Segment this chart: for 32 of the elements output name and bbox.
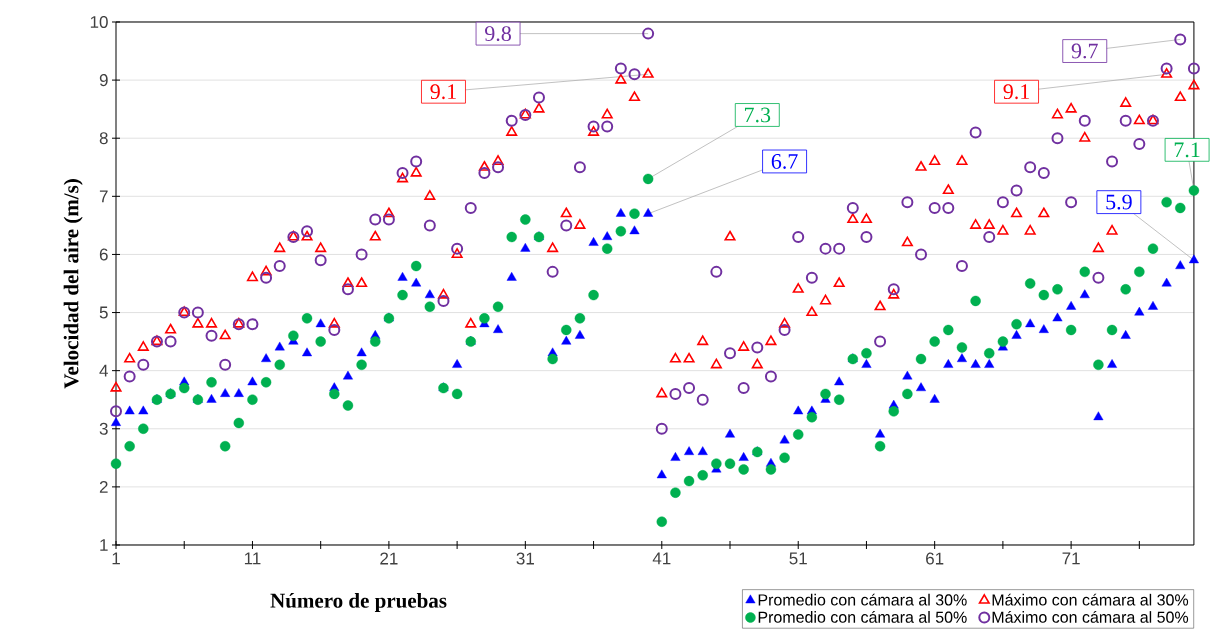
y-axis-title: Velocidad del aire (m/s) (63, 179, 83, 389)
y-tick-label: 8 (99, 132, 108, 145)
y-tick-label: 4 (99, 364, 108, 377)
legend-label: Máximo con cámara al 50% (992, 610, 1189, 623)
annotation: 7.3 (744, 107, 771, 123)
y-tick-label: 5 (99, 306, 108, 319)
y-tick-label: 1 (100, 539, 108, 551)
annotation: 6.7 (771, 154, 798, 169)
annotation: 9.7 (1071, 43, 1098, 59)
legend-label: Promedio con cámara al 30% (758, 593, 967, 606)
y-tick-label: 10 (90, 15, 108, 29)
x-tick-label: 31 (516, 552, 534, 565)
x-tick-label: 21 (380, 552, 398, 565)
y-tick-label: 6 (99, 248, 108, 261)
x-tick-label: 61 (926, 552, 944, 565)
x-tick-label: 11 (244, 552, 261, 565)
annotation: 5.9 (1106, 194, 1132, 210)
x-tick-label: 1 (112, 552, 120, 565)
legend-label: Máximo con cámara al 30% (992, 593, 1189, 606)
y-tick-label: 3 (99, 422, 108, 435)
y-tick-label: 9 (99, 74, 108, 87)
annotation: 9.8 (485, 26, 511, 42)
annotation: 9.1 (430, 84, 456, 100)
x-tick-label: 41 (652, 552, 671, 565)
y-tick-label: 7 (99, 190, 108, 203)
x-axis-title: Número de pruebas (270, 592, 447, 613)
x-tick-label: 71 (1062, 552, 1080, 565)
annotation: 9.1 (1003, 84, 1029, 100)
annotation: 7.1 (1174, 142, 1200, 158)
x-tick-label: 51 (789, 552, 807, 565)
y-tick-label: 2 (99, 480, 108, 493)
legend-label: Promedio con cámara al 50% (758, 610, 967, 623)
